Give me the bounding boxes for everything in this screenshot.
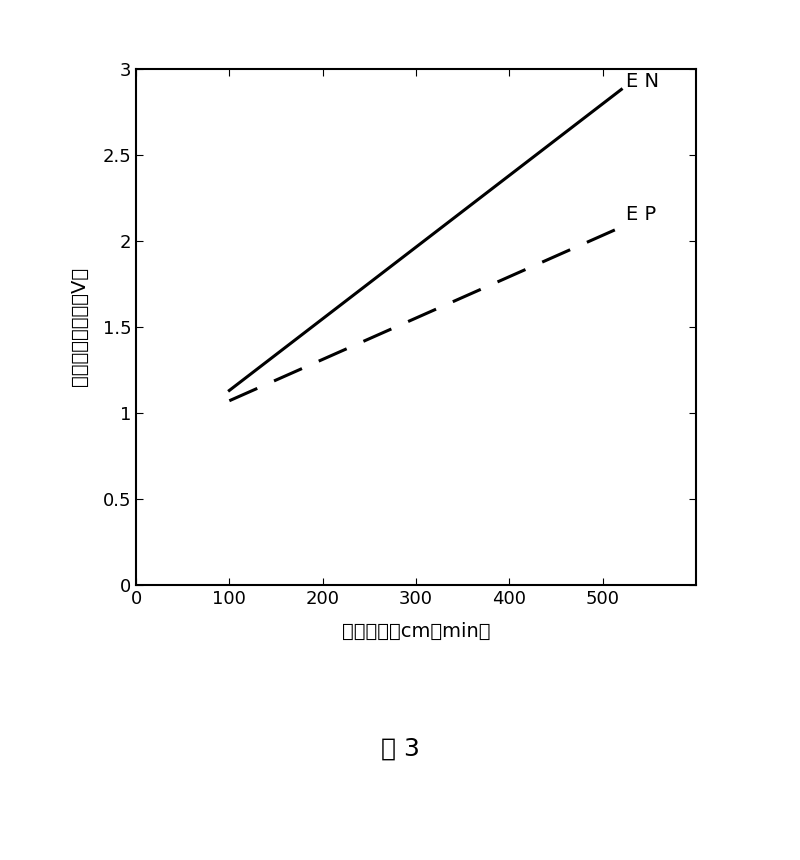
Text: E P: E P [626, 205, 656, 224]
Y-axis label: 缩颈检测基准値（V）: 缩颈检测基准値（V） [70, 267, 89, 386]
Text: E N: E N [626, 72, 659, 91]
X-axis label: 进给速度（cm／min）: 进给速度（cm／min） [342, 622, 490, 641]
Text: 图 3: 图 3 [381, 736, 419, 760]
